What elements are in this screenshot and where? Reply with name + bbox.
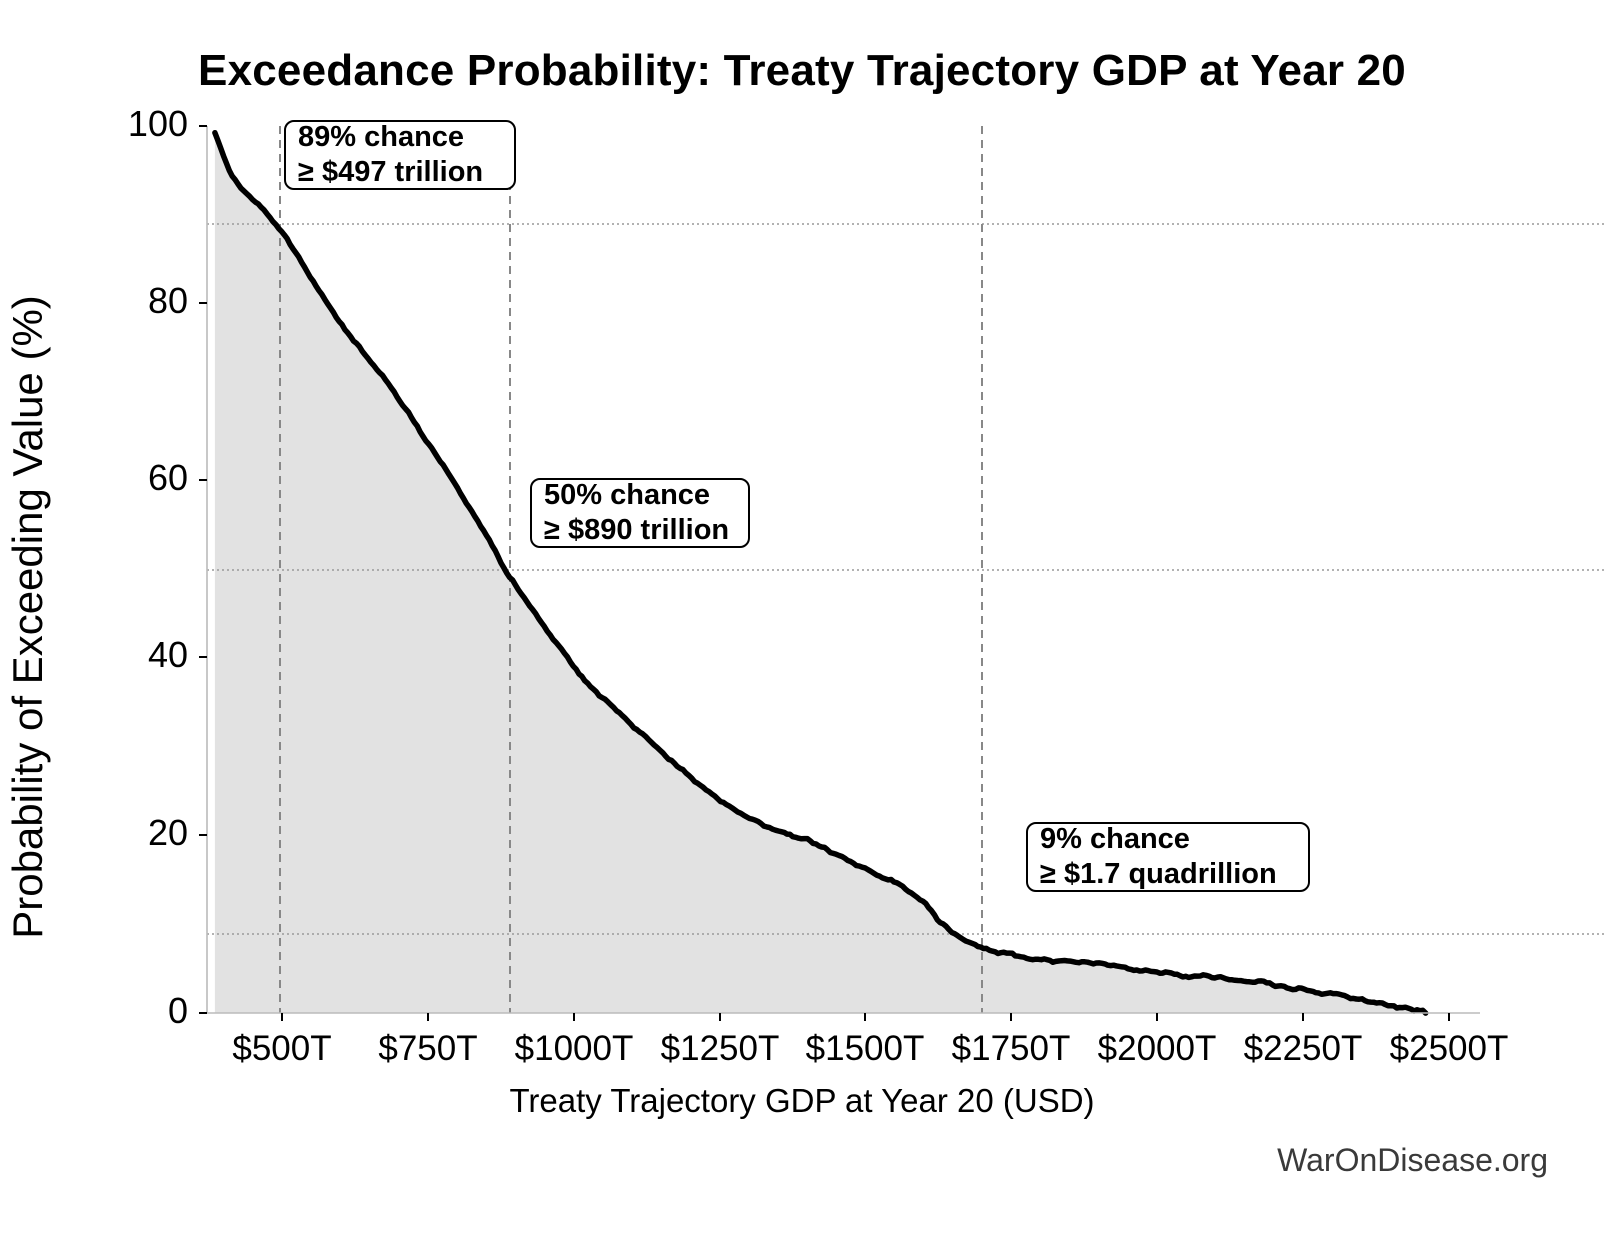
svg-text:40: 40 bbox=[148, 634, 188, 675]
svg-text:80: 80 bbox=[148, 280, 188, 321]
svg-text:$1750T: $1750T bbox=[952, 1029, 1071, 1068]
svg-text:$750T: $750T bbox=[378, 1029, 477, 1068]
svg-text:$2000T: $2000T bbox=[1098, 1029, 1217, 1068]
svg-text:20: 20 bbox=[148, 812, 188, 853]
svg-text:$1500T: $1500T bbox=[806, 1029, 925, 1068]
svg-text:$500T: $500T bbox=[232, 1029, 331, 1068]
svg-text:100: 100 bbox=[128, 103, 188, 144]
svg-text:0: 0 bbox=[168, 990, 188, 1031]
svg-text:$1000T: $1000T bbox=[515, 1029, 634, 1068]
svg-text:60: 60 bbox=[148, 457, 188, 498]
svg-text:$2500T: $2500T bbox=[1390, 1029, 1509, 1068]
svg-text:$1250T: $1250T bbox=[661, 1029, 780, 1068]
svg-text:$2250T: $2250T bbox=[1244, 1029, 1363, 1068]
